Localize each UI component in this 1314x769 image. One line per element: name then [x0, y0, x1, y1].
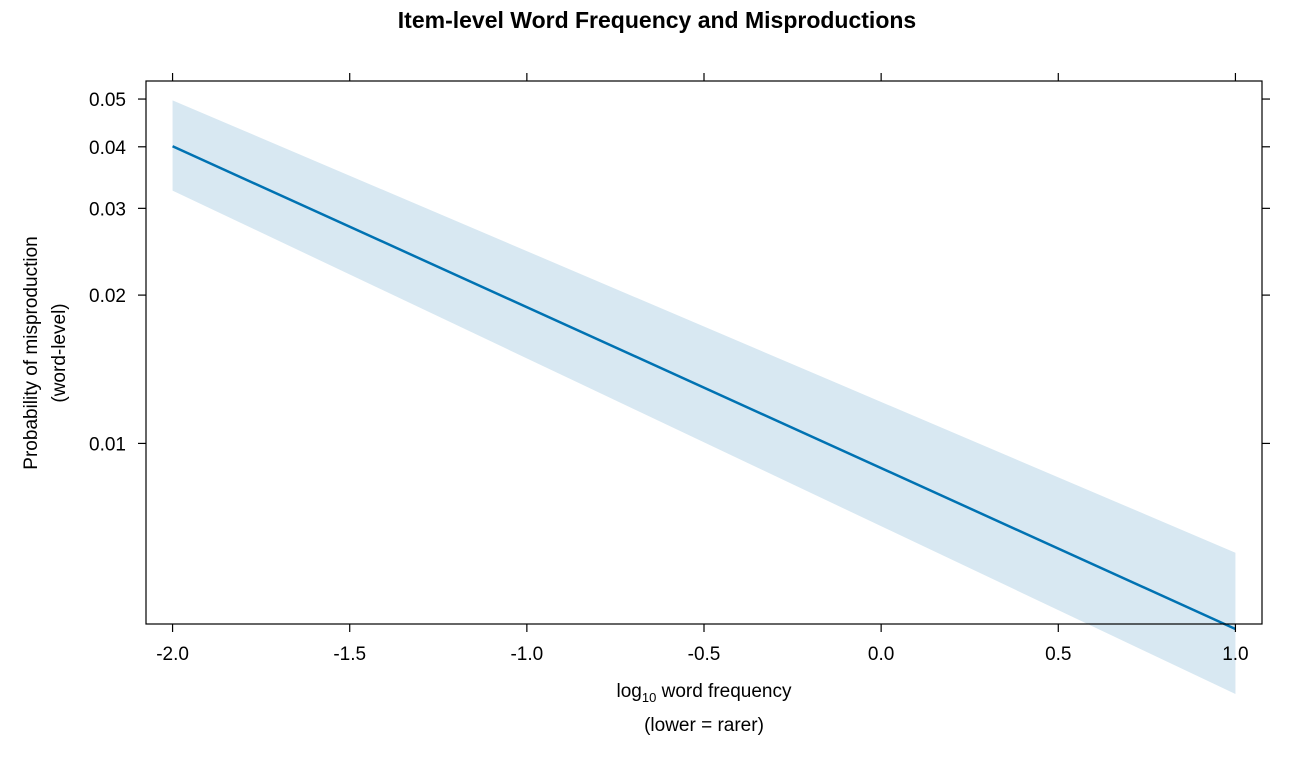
x-axis-label-prefix: log [616, 681, 641, 702]
fit-line [172, 145, 1236, 631]
x-axis-label-line2: (lower = rarer) [644, 715, 764, 736]
y-axis-label-line1: Probability of misproduction [21, 236, 42, 469]
plot-area [172, 100, 1236, 695]
x-tick-label: -0.5 [688, 644, 721, 665]
y-axis-ticks: 0.01 0.02 0.03 0.04 0.05 [89, 90, 1270, 455]
x-axis-label: log10 word frequency [616, 681, 792, 705]
y-tick-label: 0.01 [89, 434, 126, 455]
confidence-band [172, 100, 1236, 695]
x-tick-label: -1.0 [510, 644, 543, 665]
x-axis-ticks: -2.0 -1.5 -1.0 -0.5 0.0 0.5 1.0 [156, 73, 1249, 665]
x-tick-label: 0.5 [1045, 644, 1071, 665]
x-tick-label: -1.5 [333, 644, 366, 665]
x-axis-label-rest: word frequency [656, 681, 792, 702]
x-tick-label: 1.0 [1222, 644, 1248, 665]
chart-title: Item-level Word Frequency and Misproduct… [398, 7, 916, 33]
x-tick-label: -2.0 [156, 644, 189, 665]
y-axis-label-line2: (word-level) [49, 303, 70, 402]
y-tick-label: 0.05 [89, 90, 126, 111]
y-tick-label: 0.03 [89, 199, 126, 220]
x-tick-label: 0.0 [868, 644, 894, 665]
y-tick-label: 0.02 [89, 286, 126, 307]
x-axis-label-subscript: 10 [642, 690, 656, 705]
y-tick-label: 0.04 [89, 138, 126, 159]
